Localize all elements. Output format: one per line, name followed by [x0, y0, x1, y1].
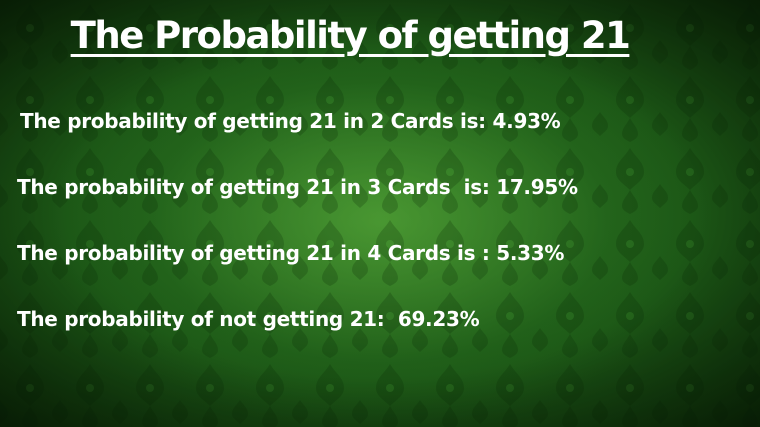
probability-line-not-21: The probability of not getting 21: 69.23…: [17, 307, 480, 331]
slide-title: The Probability of getting 21: [70, 14, 631, 57]
probability-line-2-cards: The probability of getting 21 in 2 Cards…: [20, 109, 561, 133]
probability-line-3-cards: The probability of getting 21 in 3 Cards…: [17, 175, 578, 199]
probability-line-4-cards: The probability of getting 21 in 4 Cards…: [17, 241, 565, 265]
